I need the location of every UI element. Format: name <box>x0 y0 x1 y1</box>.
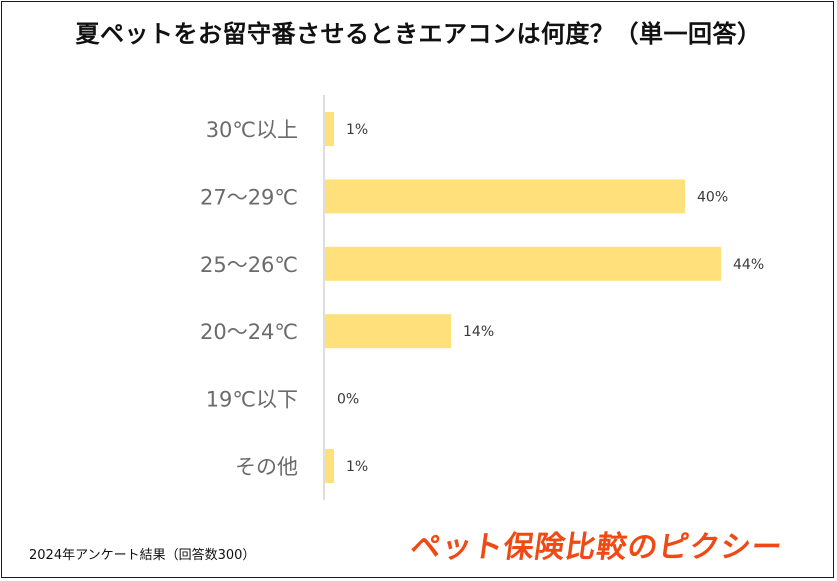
value-labels-group: 1% 40% 44% 14% 0% 1% <box>337 122 764 475</box>
value-label-3: 14% <box>463 324 494 340</box>
value-label-5: 1% <box>346 459 368 475</box>
category-label-0: 30℃以上 <box>206 118 298 142</box>
bar-5 <box>325 449 334 483</box>
bar-2 <box>325 246 721 281</box>
category-label-2: 25〜26℃ <box>200 253 298 277</box>
category-label-5: その他 <box>235 455 298 479</box>
value-label-0: 1% <box>346 122 368 138</box>
chart-title: 夏ペットをお留守番させるときエアコンは何度？（単一回答） <box>75 20 762 48</box>
bar-1 <box>325 179 685 214</box>
value-label-1: 40% <box>697 189 728 205</box>
category-label-4: 19℃以下 <box>206 388 298 412</box>
bar-3 <box>325 314 451 349</box>
survey-footnote: 2024年アンケート結果（回答数300） <box>29 548 256 563</box>
bars-group <box>325 112 721 483</box>
category-label-3: 20〜24℃ <box>200 320 298 344</box>
bar-0 <box>325 112 334 146</box>
value-label-4: 0% <box>337 392 359 408</box>
brand-logo: ペット保険比較のピクシー <box>408 530 786 565</box>
value-label-2: 44% <box>733 257 764 273</box>
category-label-1: 27〜29℃ <box>200 185 298 209</box>
